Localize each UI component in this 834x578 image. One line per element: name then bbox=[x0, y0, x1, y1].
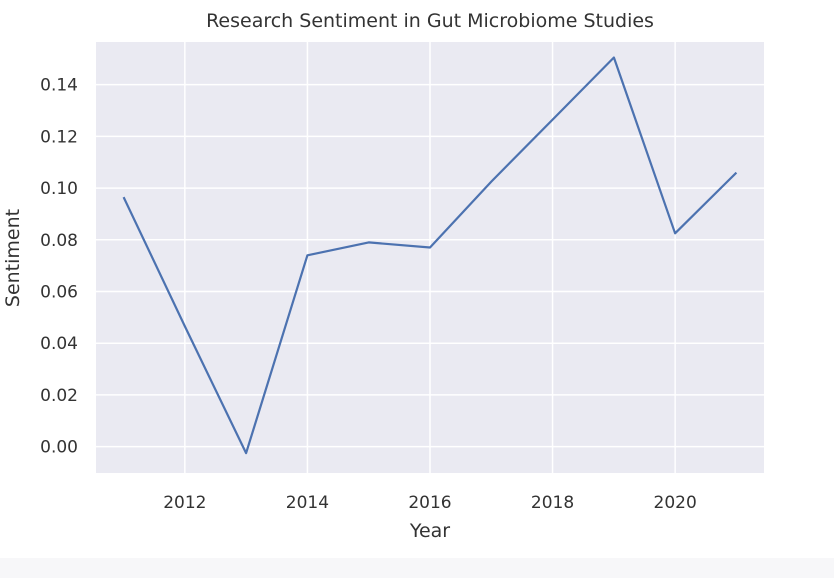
y-tick-label: 0.08 bbox=[40, 231, 78, 251]
chart-title: Research Sentiment in Gut Microbiome Stu… bbox=[206, 10, 654, 32]
y-tick-label: 0.12 bbox=[40, 127, 78, 147]
y-tick-label: 0.06 bbox=[40, 282, 78, 302]
x-tick-label: 2018 bbox=[531, 493, 574, 513]
bottom-edge bbox=[0, 558, 834, 578]
y-axis-label: Sentiment bbox=[2, 209, 24, 307]
x-tick-label: 2012 bbox=[163, 493, 206, 513]
x-tick-label: 2016 bbox=[408, 493, 451, 513]
y-axis-ticks: 0.00 0.02 0.04 0.06 0.08 0.10 0.12 0.14 bbox=[40, 76, 78, 458]
x-axis-ticks: 2012 2014 2016 2018 2020 bbox=[163, 493, 697, 513]
series-line bbox=[122, 56, 738, 455]
y-tick-label: 0.00 bbox=[40, 438, 78, 458]
y-tick-label: 0.10 bbox=[40, 179, 78, 199]
y-tick-label: 0.04 bbox=[40, 334, 78, 354]
x-tick-label: 2020 bbox=[654, 493, 697, 513]
x-tick-label: 2014 bbox=[286, 493, 329, 513]
x-axis-label: Year bbox=[409, 520, 450, 542]
y-tick-label: 0.14 bbox=[40, 76, 78, 96]
series-group bbox=[122, 56, 738, 455]
y-tick-label: 0.02 bbox=[40, 386, 78, 406]
